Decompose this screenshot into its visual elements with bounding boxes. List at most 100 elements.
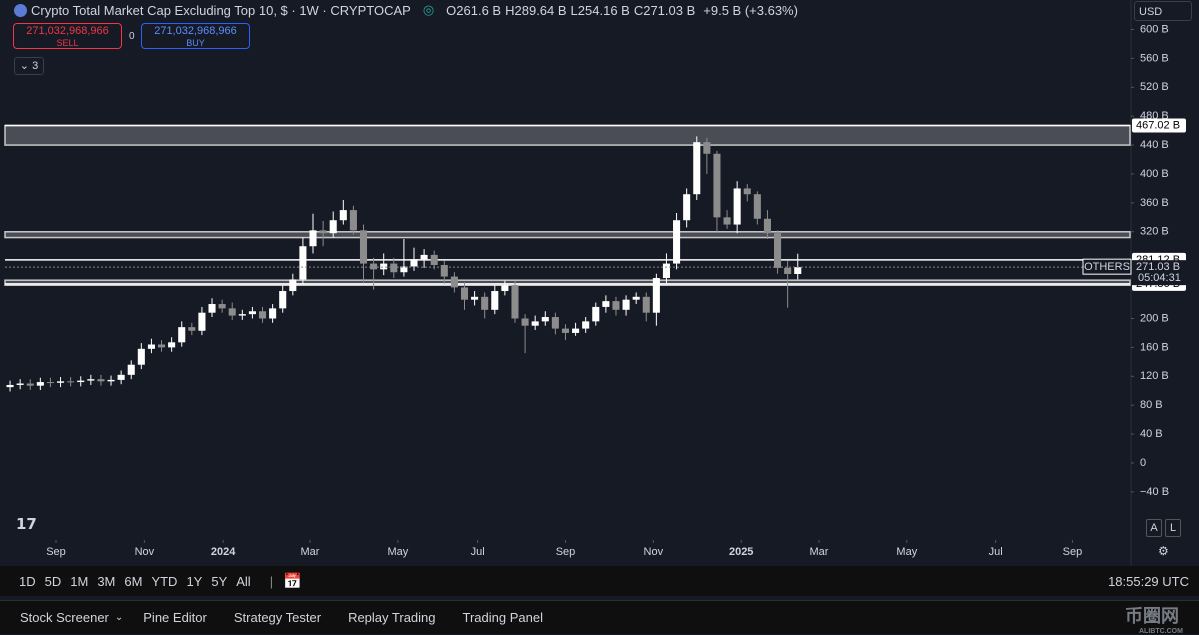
- range-button[interactable]: 6M: [124, 573, 143, 589]
- ohlc-value: 271.03 B: [643, 2, 696, 18]
- x-tick-label: Nov: [644, 546, 664, 558]
- level-label: 467.02 B: [1136, 119, 1180, 131]
- y-tick-label: 200 B: [1140, 312, 1169, 324]
- symbol-title[interactable]: Crypto Total Market Cap Excluding Top 10…: [31, 2, 411, 18]
- candle-body: [511, 285, 519, 319]
- candle-body: [208, 304, 216, 313]
- candle-body: [733, 188, 741, 225]
- candle-body: [622, 299, 630, 310]
- tab[interactable]: Strategy Tester: [233, 610, 322, 625]
- tab[interactable]: Replay Trading: [348, 610, 436, 625]
- sell-price: 271,032,968,966: [26, 25, 109, 37]
- buy-button[interactable]: 271,032,968,966 BUY: [141, 23, 250, 49]
- ohlc-label: L: [570, 2, 578, 18]
- buy-label: BUY: [186, 38, 205, 48]
- candle-body: [248, 311, 256, 315]
- candle-body: [147, 344, 155, 349]
- candle-body: [693, 142, 701, 195]
- range-button[interactable]: 1M: [70, 573, 89, 589]
- y-tick-label: 520 B: [1140, 81, 1169, 93]
- last-price-tag: [1132, 260, 1186, 286]
- ohlc-label: C: [633, 2, 644, 18]
- candle-body: [339, 210, 347, 221]
- ohlc-value: 261.6 B: [456, 2, 502, 18]
- candle-body: [67, 381, 75, 383]
- candle-body: [258, 311, 267, 319]
- range-button[interactable]: All: [236, 573, 251, 589]
- x-tick-label: May: [896, 546, 917, 558]
- y-tick-label: 320 B: [1140, 226, 1169, 238]
- x-tick-label: Nov: [135, 546, 155, 558]
- y-tick-label: 40 B: [1140, 428, 1163, 440]
- candle-body: [168, 342, 176, 348]
- candle-body: [501, 285, 509, 292]
- indicator-count: 3: [32, 60, 39, 72]
- candle-body: [430, 254, 438, 266]
- ohlc-value: 254.16 B: [577, 2, 630, 18]
- scale-button[interactable]: A: [1146, 519, 1162, 537]
- candle-body: [673, 220, 681, 264]
- candle-body: [784, 267, 792, 274]
- symbol-tag: [1082, 258, 1132, 275]
- ohlc-label: H: [505, 2, 515, 18]
- tab[interactable]: Pine Editor: [143, 610, 207, 625]
- candle-body: [460, 287, 469, 300]
- y-tick-label: −40 B: [1140, 486, 1169, 498]
- tab[interactable]: Trading Panel: [462, 610, 543, 625]
- candle-body: [57, 381, 65, 383]
- range-button[interactable]: 3M: [97, 573, 116, 589]
- range-button[interactable]: 5D: [44, 573, 62, 589]
- tab[interactable]: Stock Screener: [20, 610, 109, 625]
- candle-body: [359, 230, 368, 264]
- y-tick-label: 560 B: [1140, 52, 1169, 64]
- watermark: 币圈网 ALIBTC.COM: [1125, 602, 1183, 635]
- settings-icon[interactable]: ⚙: [1158, 544, 1169, 558]
- candle-body: [774, 233, 782, 268]
- candle-body: [582, 321, 590, 329]
- range-button[interactable]: YTD: [151, 573, 178, 589]
- zone: [4, 231, 1131, 239]
- candle-body: [541, 317, 549, 322]
- x-tick-label: 2025: [729, 546, 753, 558]
- candle-body: [6, 384, 14, 388]
- candle-body: [420, 254, 428, 260]
- x-tick-label: Sep: [556, 546, 576, 558]
- candle-body: [683, 194, 691, 221]
- candle-body: [269, 308, 277, 319]
- y-tick-label: 600 B: [1140, 23, 1169, 35]
- candle-body: [723, 217, 731, 225]
- candle-body: [491, 291, 499, 310]
- indicators-toggle[interactable]: ⌄ 3: [14, 57, 44, 75]
- candle-body: [329, 220, 337, 234]
- candle-body: [703, 142, 711, 154]
- symbol-icon: [14, 3, 27, 17]
- range-button[interactable]: 1Y: [186, 573, 203, 589]
- y-tick-label: 360 B: [1140, 197, 1169, 209]
- sell-button[interactable]: 271,032,968,966 SELL: [13, 23, 122, 49]
- candle-body: [319, 230, 327, 234]
- scale-button[interactable]: L: [1165, 519, 1181, 537]
- candle-body: [228, 308, 236, 316]
- x-tick-label: Sep: [1063, 546, 1083, 558]
- range-button[interactable]: 1D: [19, 573, 36, 589]
- x-tick-label: Sep: [46, 546, 66, 558]
- sell-label: SELL: [56, 38, 79, 48]
- candle-body: [299, 246, 307, 280]
- y-tick-label: 400 B: [1140, 168, 1169, 180]
- range-button[interactable]: 5Y: [211, 573, 228, 589]
- currency-select[interactable]: USD: [1134, 1, 1192, 21]
- candle-body: [713, 153, 721, 218]
- date-range-icon[interactable]: 📅: [283, 573, 302, 590]
- bottom-tabs: Stock Screener ⌄ Pine Editor Strategy Teste…: [0, 600, 1199, 634]
- watermark-url: ALIBTC.COM: [1139, 628, 1183, 635]
- candle-body: [107, 379, 115, 382]
- y-tick-label: 440 B: [1140, 139, 1169, 151]
- status-dot: ◎: [422, 2, 435, 17]
- clock: 18:55:29 UTC: [1108, 573, 1189, 589]
- range-bar: 1D 5D 1M 3M 6M YTD 1Y 5Y All | 📅 18:55:29 UTC: [0, 566, 1199, 596]
- change: +9.5 B (+3.63%): [703, 2, 798, 18]
- y-tick-label: 80 B: [1140, 399, 1163, 411]
- candle-body: [612, 301, 620, 310]
- y-tick-label: 120 B: [1140, 370, 1169, 382]
